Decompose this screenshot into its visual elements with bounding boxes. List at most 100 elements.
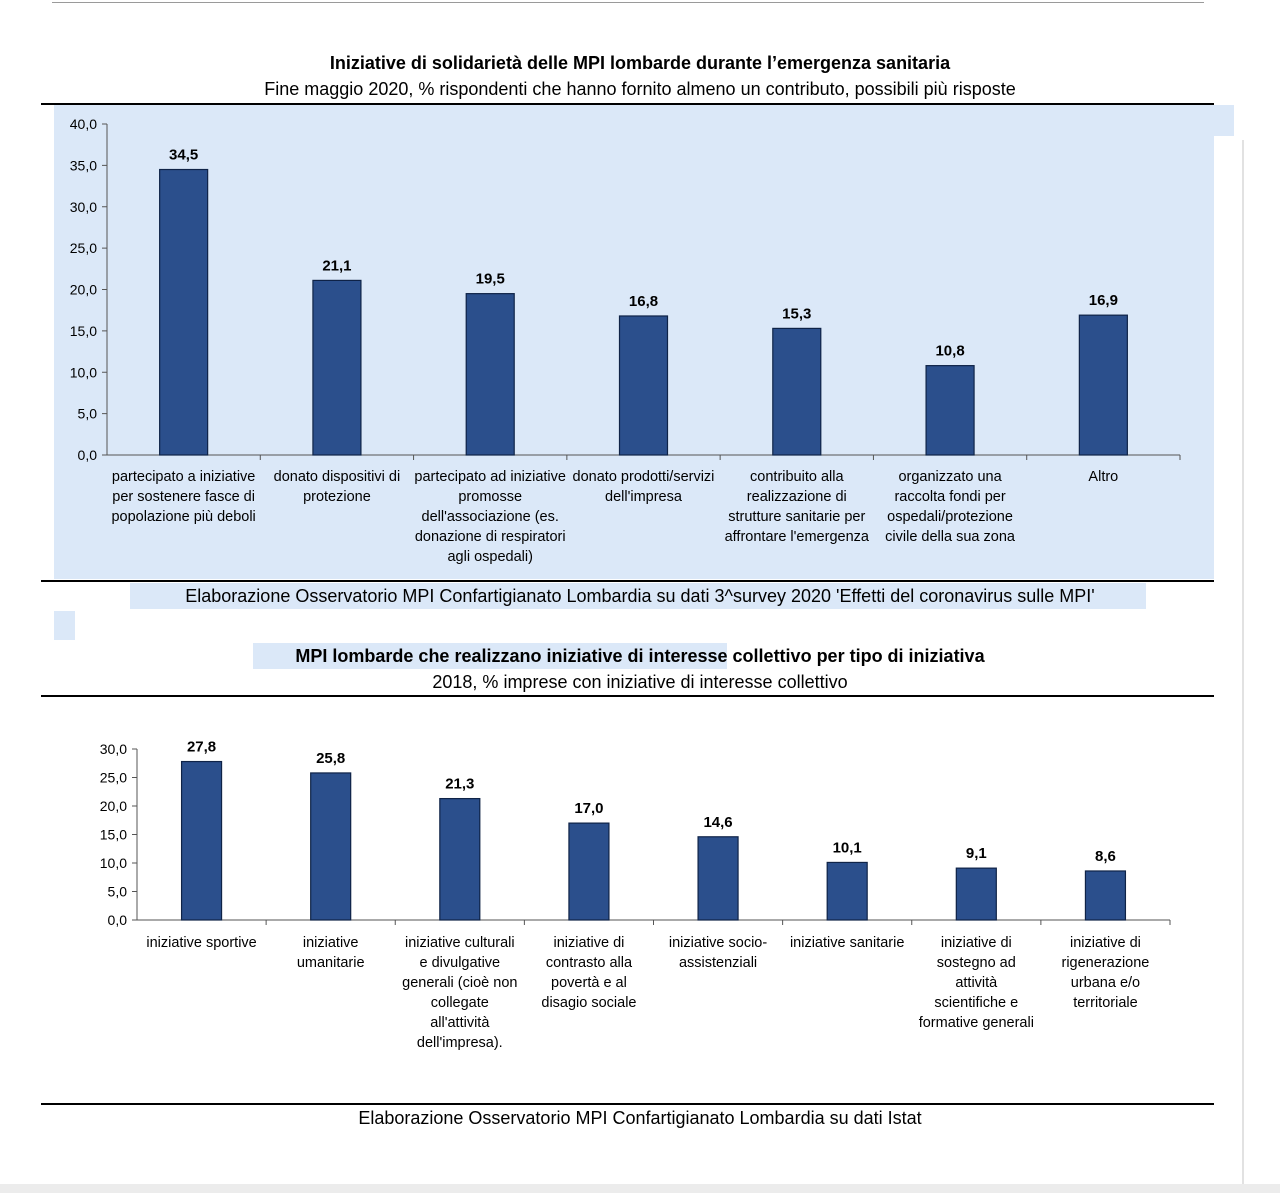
- x-category-label: organizzato una raccolta fondi per ospedal…: [873, 467, 1026, 547]
- chart2-bottom-rule: [41, 1103, 1214, 1105]
- bar: [159, 168, 209, 456]
- chart2-top-rule: [41, 695, 1214, 697]
- x-category-label-line: dell'impresa).: [416, 1035, 503, 1051]
- x-category-label: iniziative di sostegno ad attività scientif…: [912, 933, 1041, 1033]
- x-category-label-line: povertà e al: [551, 975, 627, 991]
- bar-value-label: 9,1: [966, 845, 987, 862]
- x-category-label-line: donato dispositivi di: [273, 469, 401, 485]
- x-category-label-line: urbana e/o: [1070, 975, 1141, 991]
- x-category-label-line: popolazione più deboli: [111, 509, 256, 525]
- x-category-label-line: dell'impresa: [605, 489, 682, 505]
- bar-value-label: 21,3: [445, 776, 474, 793]
- chart1-source: Elaborazione Osservatorio MPI Confartigi…: [185, 586, 1095, 606]
- x-category-label-line: raccolta fondi per: [894, 489, 1006, 505]
- chart2-subtitle: 2018, % imprese con iniziative di intere…: [432, 672, 848, 692]
- y-tick-label: 35,0: [70, 157, 97, 173]
- y-tick-label: 20,0: [70, 282, 97, 298]
- bar-value-label: 21,1: [322, 257, 351, 274]
- x-category-label: iniziative sanitarie: [783, 933, 912, 953]
- bar: [955, 867, 997, 921]
- chart1-subtitle: Fine maggio 2020, % rispondenti che hann…: [264, 79, 1016, 99]
- chart1-highlight-tab: [1214, 105, 1234, 136]
- y-tick-label: 15,0: [100, 827, 127, 843]
- chart1-title: Iniziative di solidarietà delle MPI lomb…: [329, 53, 951, 73]
- chart2-title: MPI lombarde che realizzano iniziative d…: [295, 646, 985, 666]
- x-category-label-line: iniziative sportive: [146, 935, 257, 951]
- chart1-source-highlight: [130, 583, 1146, 609]
- bar: [1078, 314, 1128, 456]
- x-category-label-line: umanitarie: [296, 955, 365, 971]
- bar: [1084, 870, 1127, 921]
- x-category-label-line: iniziative culturali: [405, 935, 515, 951]
- x-category-label-line: all'attività: [430, 1015, 490, 1031]
- x-category-label-line: iniziative: [302, 935, 359, 951]
- x-category-label-line: generali (cioè non: [402, 975, 518, 991]
- chart2-source: Elaborazione Osservatorio MPI Confartigi…: [358, 1108, 922, 1128]
- x-category-label-line: civile della sua zona: [885, 529, 1015, 545]
- x-category-label-line: partecipato a iniziative: [111, 469, 256, 485]
- x-category-label-line: iniziative sanitarie: [789, 935, 905, 951]
- bar: [312, 279, 362, 456]
- x-category-label-line: collegate: [430, 995, 489, 1011]
- top-rule: [52, 2, 1204, 3]
- x-category-label-line: protezione: [303, 489, 371, 505]
- x-category-label: contribuito alla realizzazione di struttur…: [720, 467, 873, 547]
- x-category-label-line: iniziative socio-: [668, 935, 768, 951]
- bar-value-label: 25,8: [316, 750, 345, 767]
- bar-value-label: 17,0: [574, 800, 603, 817]
- x-category-label-line: iniziative di: [553, 935, 625, 951]
- chart1-plot: 0,0 5,0 10,0 15,0 20,0 25,0 30,0 35,0 40,0 34,5 21…: [70, 116, 1181, 463]
- x-category-label: donato prodotti/servizi dell'impresa: [567, 467, 720, 507]
- y-tick-label: 5,0: [108, 884, 128, 900]
- bar-value-label: 15,3: [782, 305, 811, 322]
- page-bottom-band: [0, 1184, 1280, 1193]
- y-tick-label: 30,0: [70, 199, 97, 215]
- y-tick-label: 10,0: [70, 364, 97, 380]
- y-tick-label: 0,0: [108, 912, 128, 928]
- y-tick-label: 30,0: [100, 741, 127, 757]
- x-category-label-line: ospedali/protezione: [887, 509, 1013, 525]
- x-category-label-line: organizzato una: [898, 469, 1002, 485]
- x-category-label-line: dell'associazione (es.: [421, 509, 559, 525]
- bar-value-label: 10,8: [935, 343, 964, 360]
- x-category-label-line: contrasto alla: [545, 955, 633, 971]
- chart2-title-highlight: [253, 643, 727, 669]
- y-tick-label: 5,0: [78, 406, 98, 422]
- x-category-label: iniziative di contrasto alla povertà e al d…: [524, 933, 653, 1013]
- x-category-label: iniziative socio-assistenziali: [654, 933, 783, 973]
- x-category-label-line: agli ospedali): [447, 549, 533, 565]
- bar: [568, 822, 610, 921]
- x-category-label: partecipato ad iniziative promosse dell'as…: [414, 467, 567, 567]
- x-category-label-line: contribuito alla: [750, 469, 844, 485]
- x-category-label-line: assistenziali: [678, 955, 758, 971]
- x-category-label-line: attività: [955, 975, 998, 991]
- y-tick-label: 25,0: [70, 240, 97, 256]
- x-category-label-line: donato prodotti/servizi: [572, 469, 715, 485]
- x-category-label: donato dispositivi di protezione: [260, 467, 413, 507]
- bar-value-label: 14,6: [703, 814, 732, 831]
- y-tick-label: 40,0: [70, 116, 97, 132]
- bar-value-label: 8,6: [1095, 848, 1116, 865]
- bar-value-label: 34,5: [169, 147, 198, 164]
- x-category-label: iniziative umanitarie: [266, 933, 395, 973]
- x-category-label-line: strutture sanitarie per: [728, 509, 866, 525]
- y-tick-label: 25,0: [100, 770, 127, 786]
- y-tick-label: 15,0: [70, 323, 97, 339]
- page-edge-shadow: [1242, 140, 1244, 1185]
- x-category-label: iniziative di rigenerazione urbana e/o terr…: [1041, 933, 1170, 1013]
- y-tick-label: 20,0: [100, 798, 127, 814]
- x-category-label-line: e divulgative: [419, 955, 501, 971]
- chart1-bottom-rule: [41, 580, 1214, 582]
- bar: [465, 293, 515, 456]
- x-category-label-line: rigenerazione: [1061, 955, 1150, 971]
- x-category-label-line: iniziative di: [940, 935, 1012, 951]
- bar: [180, 760, 223, 921]
- bar: [439, 797, 481, 921]
- bar-value-label: 19,5: [476, 271, 505, 288]
- x-category-label: iniziative sportive: [137, 933, 266, 953]
- bar-value-label: 27,8: [187, 739, 216, 756]
- chart1-top-rule: [41, 103, 1214, 105]
- bar: [925, 365, 975, 456]
- chart2-plot: 0,0 5,0 10,0 15,0 20,0 25,0 30,0 27,8 25,8 21,3 17…: [100, 739, 1171, 928]
- x-category-label-line: scientifiche e: [934, 995, 1019, 1011]
